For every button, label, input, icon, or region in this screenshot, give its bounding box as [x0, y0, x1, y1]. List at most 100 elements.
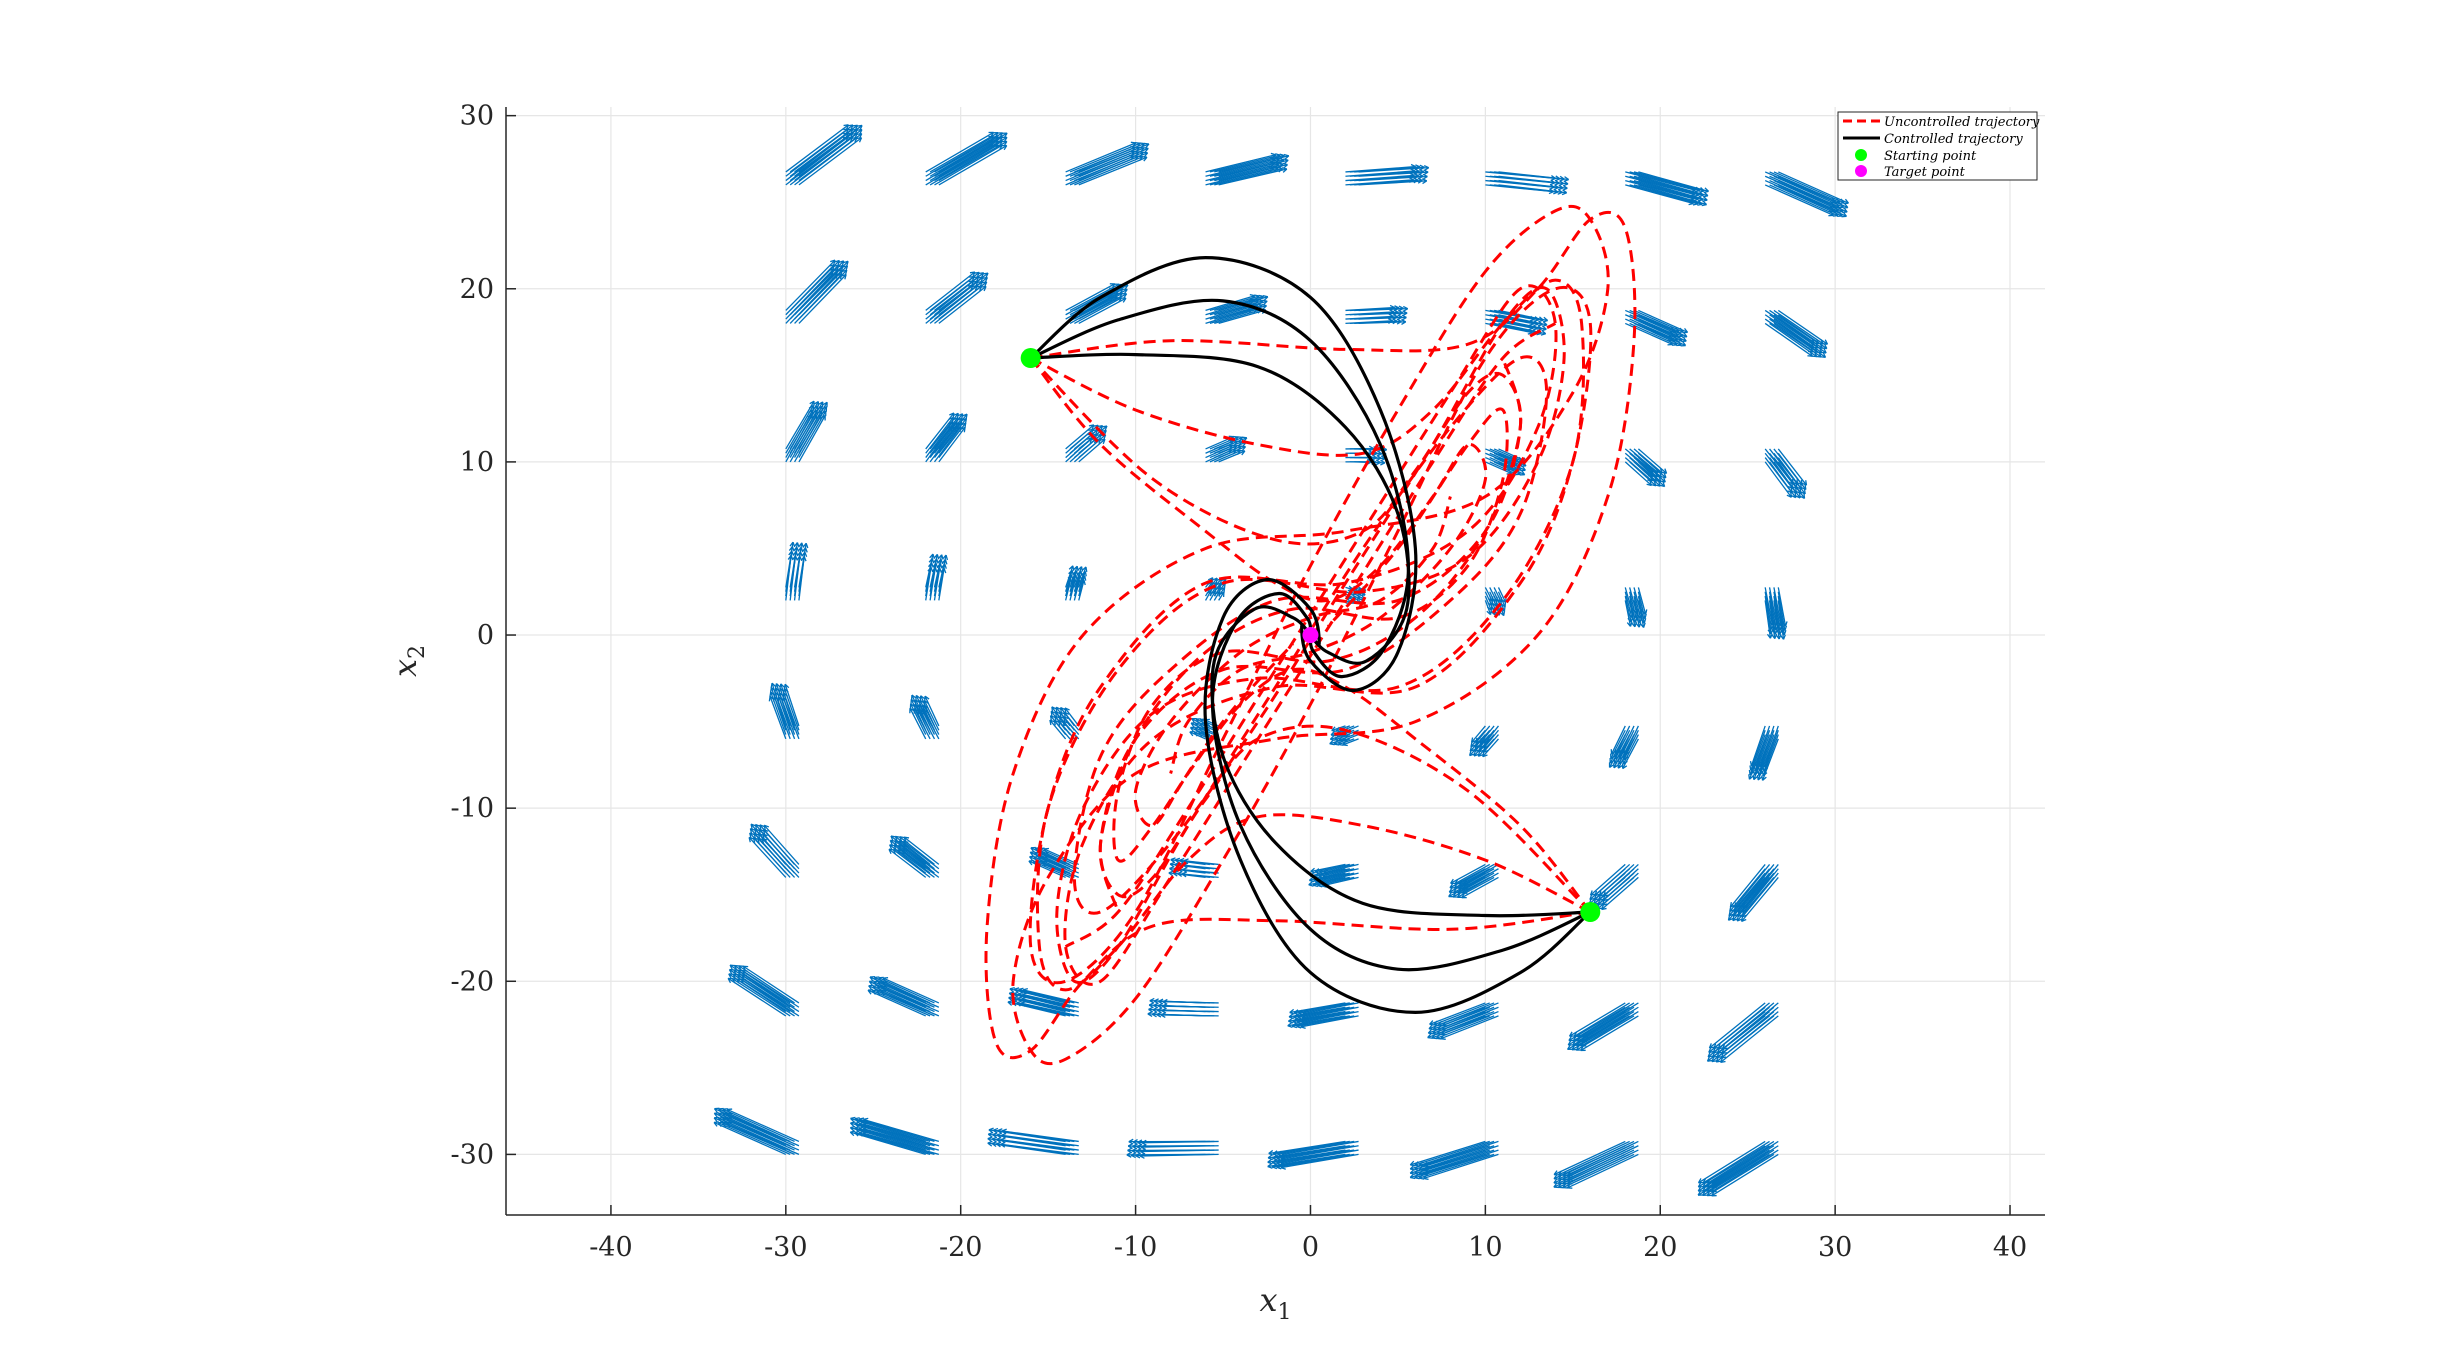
quiver-arrow [1214, 163, 1284, 182]
quiver-arrow [1218, 309, 1267, 325]
quiver-arrowhead [1334, 735, 1340, 742]
quiver-arrow [1078, 566, 1087, 588]
quiver-arrow [798, 265, 848, 316]
quiver-arrow [1610, 729, 1626, 759]
quiver-arrow [863, 1118, 940, 1143]
quiver-arrow [742, 965, 800, 1004]
target-point-marker [1302, 627, 1319, 644]
quiver-arrowhead [759, 824, 765, 830]
quiver-arrow [881, 986, 940, 1013]
quiver-arrowhead [1149, 997, 1155, 1004]
quiver-arrowhead [1603, 891, 1609, 897]
quiver-arrow [929, 412, 959, 450]
quiver-arrow [1633, 591, 1642, 619]
quiver-arrow [858, 1132, 935, 1156]
quiver-arrow [1214, 168, 1283, 186]
quiver-arrow [1063, 711, 1080, 731]
uncontrolled-trajectory [1133, 496, 1592, 913]
quiver-arrow [740, 978, 800, 1017]
quiver-arrowhead [1212, 577, 1218, 584]
quiver-arrow [873, 981, 931, 1008]
quiver-arrowhead [903, 836, 910, 842]
quiver-arrowhead [849, 1130, 856, 1137]
quiver-arrow [752, 837, 791, 878]
quiver-arrow [1213, 586, 1221, 597]
quiver-arrow [1773, 175, 1844, 208]
quiver-arrow [1493, 456, 1522, 471]
quiver-arrowhead [722, 1121, 728, 1128]
quiver-arrow [1073, 575, 1081, 597]
quiver-arrow [1139, 1153, 1219, 1157]
quiver-arrow [1580, 1015, 1639, 1052]
quiver-arrow [1281, 1140, 1359, 1156]
quiver-arrowhead [1300, 1023, 1306, 1029]
quiver-arrow [784, 684, 800, 727]
quiver-arrowhead [1717, 1043, 1724, 1050]
quiver-arrow [910, 703, 927, 735]
quiver-arrowhead [1749, 761, 1756, 767]
quiver-arrow [722, 1122, 795, 1156]
quiver-arrow [1063, 716, 1080, 735]
quiver-arrow [1633, 322, 1682, 346]
quiver-arrowhead [834, 259, 841, 266]
quiver-arrow [1734, 864, 1771, 908]
quiver-arrowhead [1308, 881, 1314, 887]
quiver-arrow [785, 124, 849, 173]
quiver-arrow [1069, 579, 1076, 601]
quiver-arrow [1711, 1153, 1779, 1197]
quiver-arrowhead [1042, 856, 1048, 863]
quiver-arrowhead [1323, 868, 1329, 875]
quiver-arrow [1638, 175, 1709, 197]
quiver-arrowhead [1720, 1053, 1727, 1059]
quiver-arrow [1218, 163, 1288, 182]
quiver-arrow [1020, 1002, 1079, 1017]
quiver-arrow [1065, 570, 1073, 592]
quiver-arrowhead [1721, 1048, 1727, 1055]
quiver-arrow [1498, 179, 1568, 189]
quiver-arrow [1773, 587, 1782, 626]
quiver-arrow [1638, 171, 1709, 192]
controlled-trajectories [1029, 255, 1592, 1015]
quiver-arrowhead [1763, 762, 1769, 768]
quiver-arrow [782, 697, 800, 740]
quiver-arrow [923, 704, 940, 735]
quiver-arrow [1358, 307, 1408, 312]
starting-point-marker [1580, 902, 1601, 923]
quiver-arrowhead [1139, 1152, 1145, 1159]
quiver-arrowhead [1267, 1158, 1273, 1165]
quiver-arrowhead [1428, 1024, 1435, 1031]
quiver-arrowhead [867, 989, 874, 995]
quiver-arrow [1629, 171, 1700, 192]
quiver-arrow [798, 137, 862, 186]
quiver-arrowhead [1135, 1152, 1141, 1159]
quiver-arrow [1580, 1011, 1639, 1047]
quiver-arrowhead [1712, 1047, 1719, 1054]
quiver-arrow [1629, 600, 1636, 627]
quiver-arrow [903, 840, 940, 870]
quiver-arrow [1562, 1145, 1635, 1180]
quiver-arrowhead [718, 1107, 724, 1114]
quiver-arrow [1629, 595, 1637, 623]
quiver-arrowhead [1470, 737, 1477, 743]
quiver-arrow [1358, 321, 1406, 325]
quiver-arrow [1053, 720, 1071, 740]
quiver-arrowhead [1520, 465, 1526, 472]
quiver-arrow [1633, 179, 1704, 201]
quiver-arrowhead [1401, 314, 1407, 321]
legend-start-label: Starting point [1884, 149, 1977, 164]
controlled-trajectory [1203, 578, 1592, 1015]
quiver-arrow [1562, 1149, 1635, 1185]
quiver-arrowhead [1001, 1128, 1007, 1135]
quiver-arrowhead [1734, 902, 1740, 909]
quiver-arrow [1214, 436, 1243, 450]
quiver-arrowhead [1843, 198, 1849, 205]
quiver-arrow [938, 272, 989, 311]
quiver-arrowhead [856, 137, 863, 143]
quiver-arrowhead [1483, 742, 1489, 749]
quiver-arrowhead [988, 1127, 994, 1134]
quiver-arrowhead [1553, 1182, 1559, 1189]
quiver-arrow [1078, 152, 1148, 182]
quiver-arrowhead [1141, 155, 1148, 162]
uncontrolled-trajectories [984, 204, 1637, 1066]
quiver-arrowhead [1042, 852, 1049, 858]
